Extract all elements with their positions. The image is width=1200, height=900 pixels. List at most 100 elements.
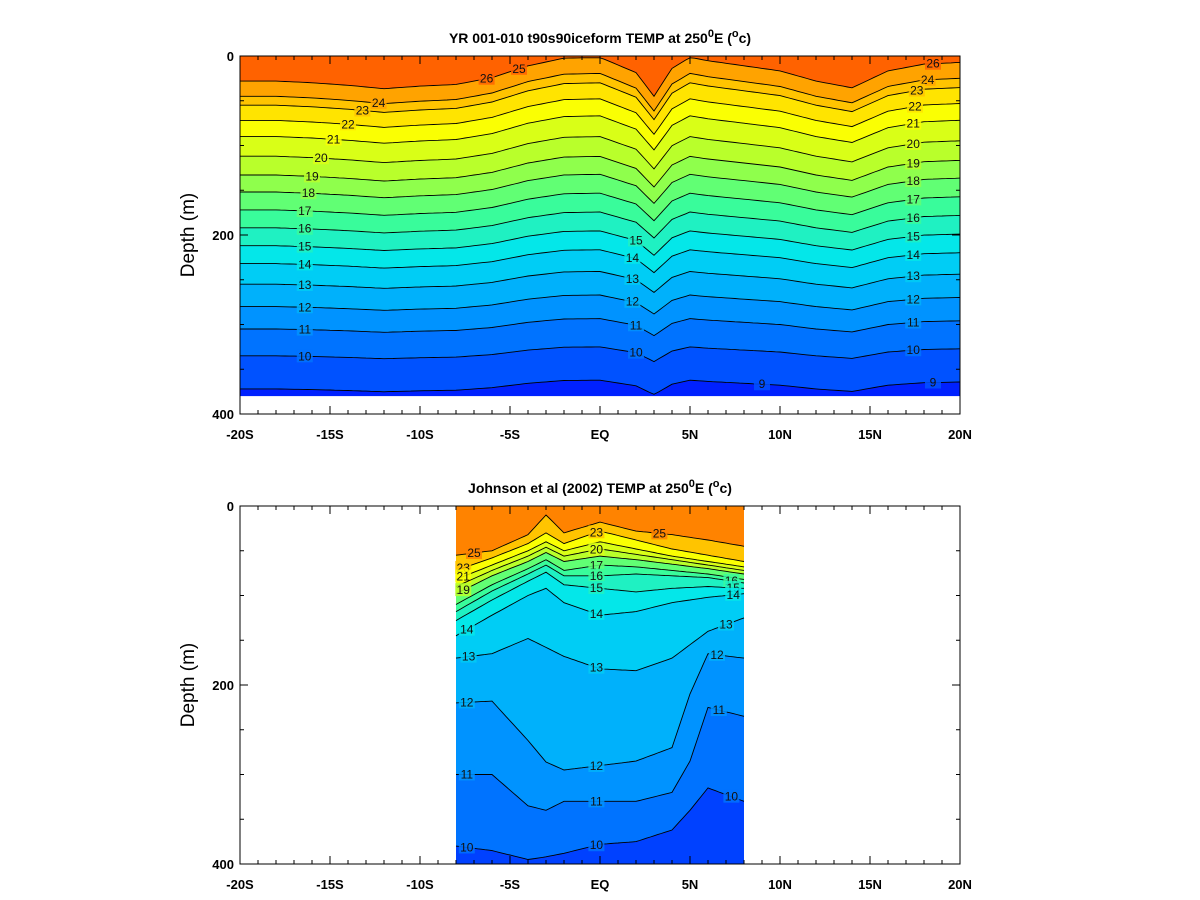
isotherm-label-backing	[588, 794, 605, 808]
isotherm-label: 23	[590, 525, 604, 539]
isotherm-21	[455, 541, 745, 580]
isotherm-13	[240, 271, 961, 293]
isotherm-label: 14	[907, 248, 921, 262]
isotherm-label-backing	[624, 250, 641, 264]
isotherm-label-backing	[718, 617, 734, 631]
isotherm-label: 10	[460, 840, 474, 854]
x-tick-label: EQ	[591, 427, 610, 442]
isotherm-label: 13	[462, 650, 476, 664]
isotherm-label-backing	[588, 542, 605, 556]
isotherm-label: 15	[590, 581, 604, 595]
isotherm-label-backing	[651, 526, 668, 540]
isotherm-label-backing	[588, 660, 605, 674]
isotherm-label: 11	[630, 318, 643, 332]
x-tick-label: -10S	[406, 877, 434, 892]
isotherm-label-backing	[624, 294, 641, 308]
isotherm-label: 20	[590, 543, 604, 557]
isotherm-label: 18	[907, 174, 921, 188]
isotherm-label: 21	[907, 117, 921, 131]
isotherm-label: 21	[457, 570, 471, 584]
isotherm-label: 23	[356, 104, 370, 118]
x-tick-label: -15S	[316, 427, 344, 442]
isotherm-label-backing	[511, 61, 527, 75]
isotherm-label: 12	[907, 292, 921, 306]
isotherm-label: 10	[725, 790, 739, 804]
isotherm-label: 10	[629, 346, 643, 360]
y-tick-label: 400	[212, 407, 234, 422]
isotherm-label-backing	[905, 116, 922, 130]
isotherm-label: 12	[298, 300, 312, 314]
x-tick-label: 10N	[768, 427, 792, 442]
temperature-band-25	[456, 506, 744, 556]
isotherm-label: 22	[341, 117, 355, 131]
isotherm-label-backing	[905, 292, 922, 306]
isotherm-label: 19	[907, 156, 921, 170]
isotherm-label: 10	[907, 343, 921, 357]
isotherm-label-backing	[628, 345, 644, 359]
isotherm-label: 11	[907, 315, 920, 329]
isotherm-label: 24	[372, 96, 386, 110]
isotherm-label-backing	[340, 117, 356, 131]
isotherm-label: 9	[759, 377, 766, 391]
isotherm-14	[240, 249, 961, 274]
observed-temperature-section-panel: Johnson et al (2002) TEMP at 2500E (oc) …	[178, 478, 972, 892]
isotherm-label: 15	[629, 233, 643, 247]
isotherm-label: 14	[460, 623, 474, 637]
isotherm-19	[455, 551, 745, 595]
isotherm-label-backing	[905, 156, 922, 170]
model-section-ylabel: Depth (m)	[178, 193, 199, 277]
observed-section-ylabel: Depth (m)	[178, 643, 199, 727]
isotherm-label-backing	[919, 72, 936, 86]
isotherm-label-backing	[725, 587, 742, 601]
isotherm-label-backing	[304, 169, 320, 183]
isotherm-label-backing	[905, 192, 922, 206]
isotherm-label: 11	[299, 323, 312, 337]
isotherm-label-backing	[905, 269, 922, 283]
x-tick-label: 5N	[682, 427, 699, 442]
isotherm-label-backing	[905, 136, 922, 150]
isotherm-label: 16	[298, 222, 312, 236]
y-tick-label: 400	[212, 857, 234, 872]
isotherm-18	[240, 173, 961, 205]
isotherm-label-backing	[723, 789, 740, 803]
y-tick-label: 0	[227, 499, 234, 514]
isotherm-label: 21	[327, 132, 341, 146]
isotherm-label: 20	[907, 137, 921, 151]
isotherm-label-backing	[458, 695, 475, 709]
x-tick-label: -15S	[316, 877, 344, 892]
isotherm-label-backing	[460, 649, 477, 663]
isotherm-label-backing	[588, 558, 605, 572]
isotherm-label-backing	[458, 767, 475, 781]
isotherm-16	[240, 211, 961, 239]
x-tick-label: 15N	[858, 427, 882, 442]
isotherm-label: 24	[921, 73, 935, 87]
isotherm-22	[240, 98, 961, 136]
isotherm-label-backing	[354, 103, 371, 117]
isotherm-label-backing	[907, 99, 923, 113]
isotherm-label-backing	[588, 838, 605, 852]
isotherm-label-backing	[296, 277, 313, 291]
isotherm-label-backing	[455, 583, 472, 597]
isotherm-label: 22	[908, 100, 922, 114]
isotherm-24	[240, 72, 961, 112]
isotherm-label: 17	[907, 192, 921, 206]
isotherm-21	[240, 115, 961, 151]
isotherm-label-backing	[754, 377, 770, 391]
x-tick-label: -20S	[226, 877, 254, 892]
x-tick-label: -5S	[500, 877, 521, 892]
isotherm-label-backing	[455, 569, 472, 583]
isotherm-label-backing	[300, 186, 317, 200]
isotherm-label-backing	[313, 151, 329, 165]
isotherm-label: 19	[457, 583, 471, 597]
isotherm-label-backing	[296, 300, 313, 314]
isotherm-label-backing	[296, 349, 313, 363]
y-tick-label: 200	[212, 228, 234, 243]
isotherm-label: 13	[719, 618, 733, 632]
isotherm-9	[240, 379, 961, 395]
isotherm-label: 14	[727, 588, 741, 602]
x-tick-label: 20N	[948, 877, 972, 892]
isotherm-label: 26	[926, 57, 940, 71]
isotherm-label: 12	[710, 648, 724, 662]
isotherm-label: 25	[653, 526, 667, 540]
